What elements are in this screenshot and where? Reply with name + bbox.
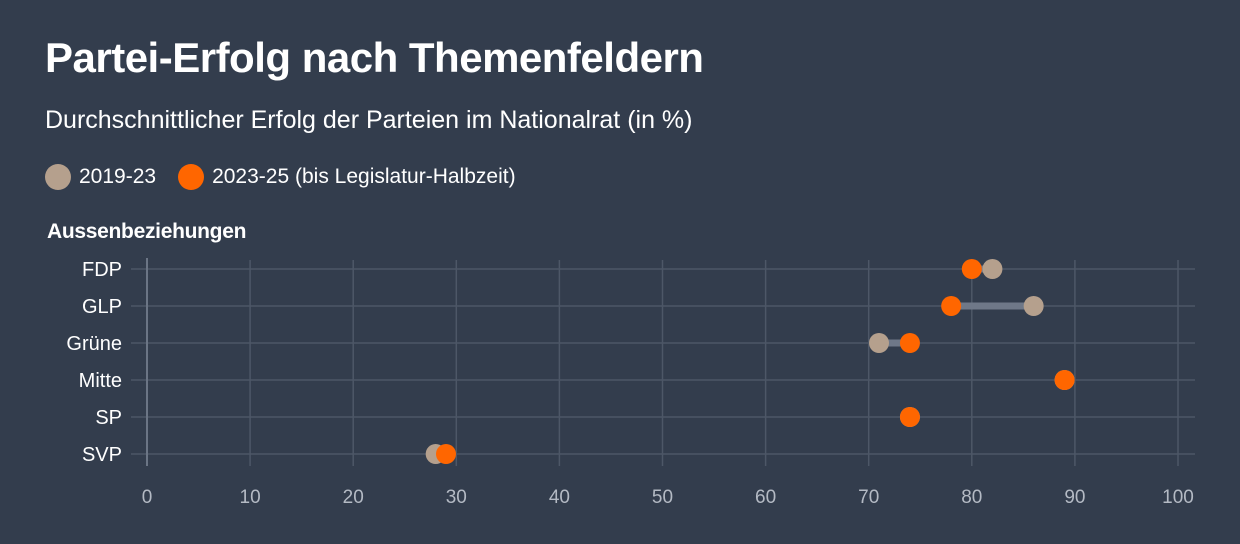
x-tick-label-10: 10 [240,487,261,508]
point-2023-25-glp [941,296,962,316]
legend-label-2019-23: 2019-23 [79,165,157,188]
point-2023-25-svp [435,444,456,464]
legend: 2019-23 2023-25 (bis Legislatur-Halbzeit… [45,164,516,190]
legend-item-2019-23[interactable]: 2019-23 [45,164,156,190]
x-tick-label-60: 60 [755,487,776,508]
x-tick-label-80: 80 [961,487,982,508]
x-tick-label-40: 40 [549,487,570,508]
category-label-gruene: Grüne [66,333,122,355]
chart-subtitle: Durchschnittlicher Erfolg der Parteien i… [45,106,693,134]
chart-title: Partei-Erfolg nach Themenfeldern [45,34,704,81]
category-label-mitte: Mitte [79,370,122,392]
point-2023-25-fdp [961,259,982,279]
legend-label-2023-25: 2023-25 (bis Legislatur-Halbzeit) [212,165,516,188]
category-label-svp: SVP [82,444,122,466]
legend-item-2023-25[interactable]: 2023-25 (bis Legislatur-Halbzeit) [178,164,516,190]
point-2023-25-gruene [899,333,920,353]
x-tick-label-50: 50 [652,487,673,508]
point-2023-25-sp [899,407,920,427]
x-tick-label-70: 70 [858,487,879,508]
category-label-fdp: FDP [82,259,122,281]
x-tick-label-0: 0 [142,487,153,508]
x-tick-label-100: 100 [1162,487,1194,508]
legend-marker-2019-23 [45,164,71,190]
point-2023-25-mitte [1054,370,1075,390]
point-2019-23-fdp [982,259,1003,279]
category-label-sp: SP [95,407,122,429]
category-label-glp: GLP [82,296,122,318]
x-tick-label-30: 30 [446,487,467,508]
x-tick-label-90: 90 [1064,487,1085,508]
legend-marker-2023-25 [178,164,205,190]
point-2019-23-gruene [869,333,890,353]
point-2019-23-glp [1023,296,1044,316]
x-tick-label-20: 20 [343,487,364,508]
section-title: Aussenbeziehungen [47,220,247,243]
